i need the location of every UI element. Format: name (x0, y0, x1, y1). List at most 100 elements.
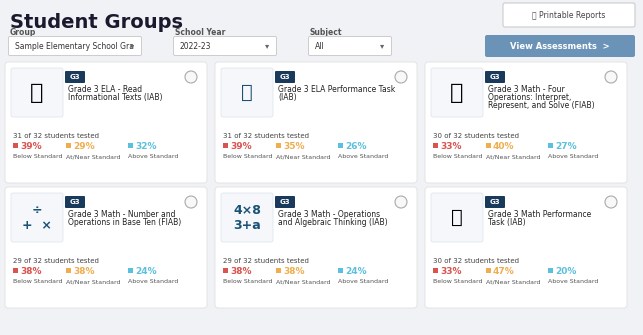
FancyBboxPatch shape (486, 268, 491, 273)
Text: Informational Texts (IAB): Informational Texts (IAB) (68, 93, 163, 102)
Text: 🖨 Printable Reports: 🖨 Printable Reports (532, 10, 606, 19)
Text: G3: G3 (69, 199, 80, 205)
Text: Task (IAB): Task (IAB) (488, 218, 525, 227)
Circle shape (185, 71, 197, 83)
Text: G3: G3 (280, 199, 290, 205)
FancyBboxPatch shape (66, 268, 71, 273)
Text: Below Standard: Below Standard (13, 154, 62, 159)
FancyBboxPatch shape (5, 62, 207, 183)
Text: 24%: 24% (135, 267, 157, 275)
FancyBboxPatch shape (433, 143, 438, 148)
Text: At/Near Standard: At/Near Standard (66, 279, 120, 284)
Text: Below Standard: Below Standard (433, 279, 482, 284)
Text: At/Near Standard: At/Near Standard (276, 154, 331, 159)
FancyBboxPatch shape (65, 196, 85, 208)
FancyBboxPatch shape (174, 37, 276, 56)
Text: 29 of 32 students tested: 29 of 32 students tested (13, 258, 99, 264)
FancyBboxPatch shape (338, 143, 343, 148)
Text: ▾: ▾ (265, 42, 269, 51)
FancyBboxPatch shape (11, 193, 63, 242)
FancyBboxPatch shape (485, 196, 505, 208)
Text: 27%: 27% (555, 141, 577, 150)
FancyBboxPatch shape (309, 37, 392, 56)
Text: 39%: 39% (20, 141, 42, 150)
Text: 31 of 32 students tested: 31 of 32 students tested (223, 133, 309, 139)
Text: 📘: 📘 (30, 82, 44, 103)
Text: At/Near Standard: At/Near Standard (66, 154, 120, 159)
FancyBboxPatch shape (338, 268, 343, 273)
FancyBboxPatch shape (425, 187, 627, 308)
Text: Grade 3 ELA - Read: Grade 3 ELA - Read (68, 85, 142, 94)
FancyBboxPatch shape (276, 268, 281, 273)
Text: 30 of 32 students tested: 30 of 32 students tested (433, 133, 519, 139)
FancyBboxPatch shape (223, 143, 228, 148)
FancyBboxPatch shape (128, 268, 133, 273)
Text: ▾: ▾ (130, 42, 134, 51)
Text: 2022-23: 2022-23 (180, 42, 212, 51)
Text: 4×8
3+a: 4×8 3+a (233, 203, 261, 231)
Text: Above Standard: Above Standard (548, 154, 599, 159)
Text: G3: G3 (280, 74, 290, 80)
Text: 33%: 33% (440, 267, 462, 275)
Text: 📋: 📋 (241, 83, 253, 102)
Text: (IAB): (IAB) (278, 93, 296, 102)
FancyBboxPatch shape (486, 143, 491, 148)
Text: View Assessments  >: View Assessments > (510, 42, 610, 51)
FancyBboxPatch shape (548, 143, 553, 148)
Text: Grade 3 Math - Number and: Grade 3 Math - Number and (68, 210, 176, 219)
Text: Grade 3 Math Performance: Grade 3 Math Performance (488, 210, 592, 219)
Circle shape (605, 71, 617, 83)
Text: At/Near Standard: At/Near Standard (486, 154, 541, 159)
Text: 📊: 📊 (451, 208, 463, 227)
Text: 30 of 32 students tested: 30 of 32 students tested (433, 258, 519, 264)
Text: 38%: 38% (230, 267, 251, 275)
Text: ▾: ▾ (380, 42, 385, 51)
Text: Operations: Interpret,: Operations: Interpret, (488, 93, 572, 102)
FancyBboxPatch shape (5, 187, 207, 308)
Text: 35%: 35% (283, 141, 305, 150)
Text: Above Standard: Above Standard (338, 279, 388, 284)
FancyBboxPatch shape (276, 143, 281, 148)
Text: 31 of 32 students tested: 31 of 32 students tested (13, 133, 99, 139)
Text: Above Standard: Above Standard (128, 279, 178, 284)
Text: and Algebraic Thinking (IAB): and Algebraic Thinking (IAB) (278, 218, 388, 227)
Text: Sample Elementary School Gra: Sample Elementary School Gra (15, 42, 134, 51)
Text: 🔍: 🔍 (450, 82, 464, 103)
FancyBboxPatch shape (485, 71, 505, 83)
Text: 32%: 32% (135, 141, 156, 150)
Text: 38%: 38% (283, 267, 305, 275)
Circle shape (185, 196, 197, 208)
Text: 40%: 40% (493, 141, 514, 150)
Text: Group: Group (10, 27, 37, 37)
Text: Subject: Subject (310, 27, 343, 37)
FancyBboxPatch shape (485, 35, 635, 57)
FancyBboxPatch shape (221, 193, 273, 242)
FancyBboxPatch shape (13, 268, 18, 273)
Text: G3: G3 (69, 74, 80, 80)
Text: G3: G3 (490, 74, 500, 80)
Text: Above Standard: Above Standard (128, 154, 178, 159)
Text: Represent, and Solve (FIAB): Represent, and Solve (FIAB) (488, 101, 595, 110)
Text: All: All (315, 42, 325, 51)
Text: 24%: 24% (345, 267, 367, 275)
Text: Below Standard: Below Standard (223, 154, 273, 159)
Text: 29%: 29% (73, 141, 95, 150)
FancyBboxPatch shape (215, 62, 417, 183)
FancyBboxPatch shape (431, 193, 483, 242)
FancyBboxPatch shape (8, 37, 141, 56)
FancyBboxPatch shape (11, 68, 63, 117)
Text: 38%: 38% (73, 267, 95, 275)
Text: 26%: 26% (345, 141, 367, 150)
Text: Below Standard: Below Standard (433, 154, 482, 159)
Text: At/Near Standard: At/Near Standard (276, 279, 331, 284)
Text: 29 of 32 students tested: 29 of 32 students tested (223, 258, 309, 264)
Text: Below Standard: Below Standard (13, 279, 62, 284)
FancyBboxPatch shape (433, 268, 438, 273)
FancyBboxPatch shape (221, 68, 273, 117)
FancyBboxPatch shape (503, 3, 635, 27)
FancyBboxPatch shape (215, 187, 417, 308)
Text: 20%: 20% (555, 267, 576, 275)
FancyBboxPatch shape (66, 143, 71, 148)
Text: 47%: 47% (493, 267, 515, 275)
Circle shape (395, 196, 407, 208)
